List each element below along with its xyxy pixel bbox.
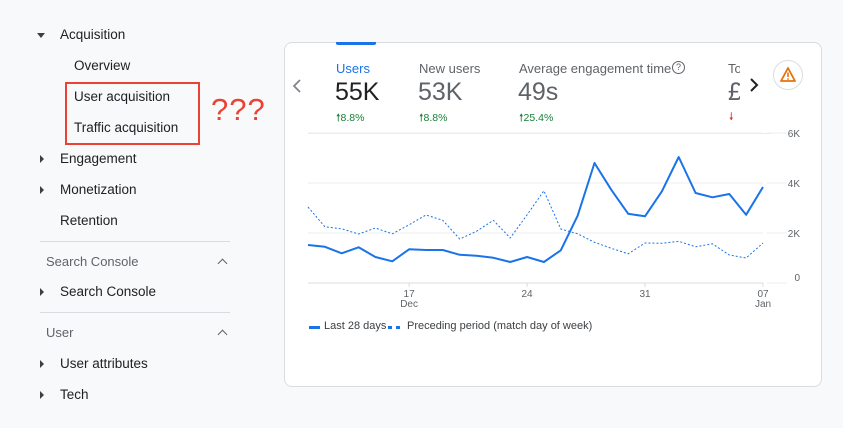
chevron-left-icon[interactable]	[290, 78, 304, 94]
metric-label: Users	[336, 61, 370, 76]
warning-icon	[780, 67, 796, 82]
arrow-up-icon: 🠕	[336, 112, 341, 124]
chevron-right-icon[interactable]	[747, 77, 761, 93]
arrow-up-icon: 🠕	[419, 112, 424, 124]
y-tick-label: 6K	[788, 129, 801, 140]
x-tick-sublabel: Jan	[755, 299, 771, 310]
metric-value: 53K	[418, 78, 463, 106]
nav-label: Engagement	[60, 151, 137, 166]
nav-label: Search Console	[60, 284, 157, 299]
metric-truncated[interactable]: To £ 🠗	[728, 58, 740, 130]
x-tick-sublabel: Dec	[400, 299, 418, 310]
nav-retention[interactable]: Retention	[60, 213, 118, 228]
selected-tab-indicator	[336, 42, 376, 45]
section-title: User	[46, 325, 74, 340]
y-tick-label: 2K	[788, 229, 801, 240]
nav-item-user-acquisition[interactable]: User acquisition	[74, 89, 171, 104]
series-line-last-28-days	[307, 156, 764, 263]
overview-card	[284, 42, 822, 387]
arrow-down-icon: 🠗	[729, 111, 734, 123]
divider	[40, 312, 230, 313]
expand-arrow-icon	[40, 155, 44, 163]
x-tick-label: 24	[522, 289, 534, 300]
x-tick-label: 07	[757, 289, 769, 300]
metric-value: £	[728, 78, 740, 106]
help-icon[interactable]: ?	[672, 61, 685, 74]
metric-label: New users	[419, 61, 481, 76]
metric-change: 🠕25.4%	[519, 112, 554, 124]
series-line-preceding-period	[307, 190, 764, 259]
y-tick-label: 0	[794, 273, 800, 284]
collapse-icon	[217, 329, 228, 340]
x-tick-label: 17	[404, 289, 416, 300]
expand-arrow-icon	[40, 186, 44, 194]
arrow-up-icon: 🠕	[519, 112, 524, 124]
nav-label: User attributes	[60, 356, 148, 371]
metric-label: To	[728, 61, 740, 76]
nav-label: Acquisition	[60, 27, 126, 42]
divider	[40, 241, 230, 242]
question-annotation: ???	[211, 92, 266, 127]
nav-label: Monetization	[60, 182, 137, 197]
expand-arrow-icon	[37, 33, 45, 38]
expand-arrow-icon	[40, 391, 44, 399]
dashed-line-swatch	[396, 326, 400, 329]
x-tick-label: 31	[639, 289, 651, 300]
nav-item-traffic-acquisition[interactable]: Traffic acquisition	[74, 120, 179, 135]
legend-label: Last 28 days	[324, 320, 387, 332]
collapse-icon	[217, 258, 228, 269]
legend-label: Preceding period (match day of week)	[407, 320, 593, 332]
nav-label: Tech	[60, 387, 89, 402]
section-title: Search Console	[46, 254, 139, 269]
solid-line-swatch	[309, 326, 320, 329]
metric-change: 🠕8.8%	[336, 112, 365, 124]
expand-arrow-icon	[40, 288, 44, 296]
warning-button[interactable]	[773, 60, 803, 90]
expand-arrow-icon	[40, 360, 44, 368]
nav-item-overview[interactable]: Overview	[74, 58, 131, 73]
highlight-box	[65, 82, 200, 145]
metric-value: 55K	[335, 78, 380, 106]
metric-label: Average engagement time	[519, 61, 672, 76]
dashed-line-swatch	[388, 326, 392, 329]
metric-value: 49s	[518, 78, 559, 106]
y-tick-label: 4K	[788, 179, 801, 190]
metric-change: 🠕8.8%	[419, 112, 448, 124]
